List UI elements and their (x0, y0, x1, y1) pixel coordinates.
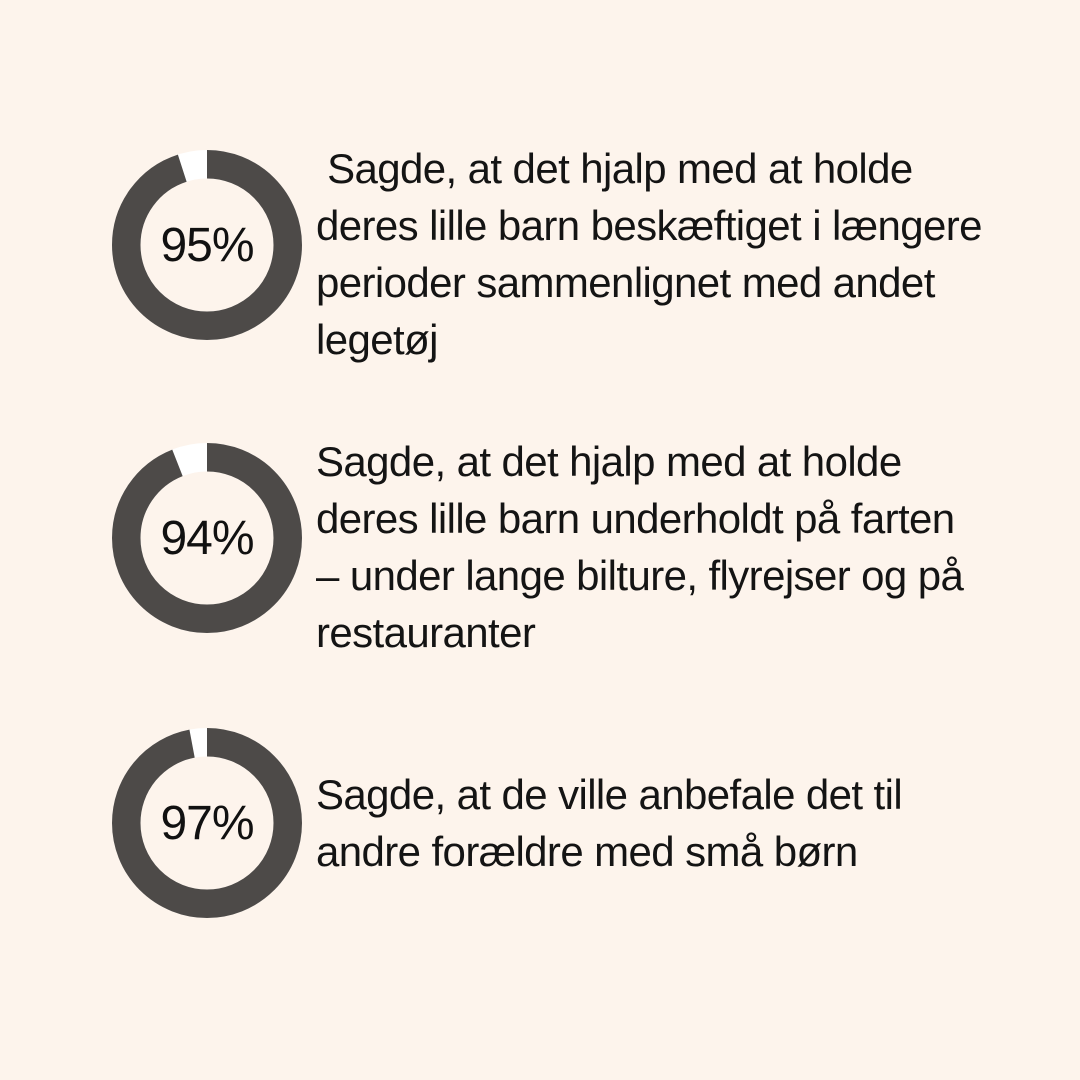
stat-description: Sagde, at det hjalp med at holde deres l… (316, 438, 964, 657)
stat-description: Sagde, at det hjalp med at holde deres l… (316, 145, 983, 364)
donut-percent-label: 95% (160, 218, 254, 272)
donut-ring-svg (112, 150, 302, 340)
donut-chart-2: 94% (112, 443, 302, 633)
stat-row-2: 94% Sagde, at det hjalp med at holde der… (112, 438, 1080, 661)
donut-ring-svg (112, 443, 302, 633)
donut-chart-3: 97% (112, 728, 302, 918)
stat-description: Sagde, at de ville anbefale det til andr… (316, 770, 903, 875)
donut-fill-ring (112, 728, 302, 918)
donut-fill-ring (112, 443, 302, 633)
donut-fill-ring (112, 150, 302, 340)
stat-row-3: 97% Sagde, at de ville anbefale det til … (112, 728, 1080, 918)
donut-percent-label: 94% (160, 511, 254, 565)
stat-row-1: 95% Sagde, at det hjalp med at holde der… (112, 145, 1080, 368)
donut-chart-1: 95% (112, 150, 302, 340)
donut-ring-svg (112, 728, 302, 918)
donut-percent-label: 97% (160, 796, 254, 850)
